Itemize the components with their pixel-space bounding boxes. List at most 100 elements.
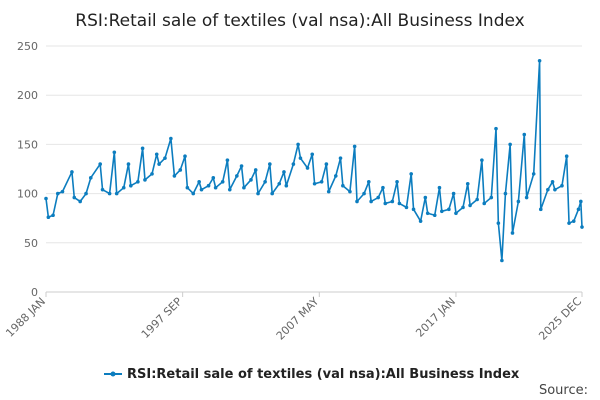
- data-point[interactable]: [480, 158, 484, 162]
- data-point[interactable]: [366, 179, 371, 184]
- data-point[interactable]: [516, 199, 521, 204]
- data-point[interactable]: [404, 205, 409, 210]
- data-point[interactable]: [341, 183, 345, 188]
- data-point[interactable]: [510, 231, 515, 235]
- data-point[interactable]: [114, 191, 119, 196]
- data-point[interactable]: [284, 183, 289, 188]
- data-point[interactable]: [263, 179, 267, 184]
- data-point[interactable]: [423, 195, 428, 200]
- data-point[interactable]: [465, 181, 470, 186]
- data-point[interactable]: [291, 162, 296, 166]
- data-point[interactable]: [256, 191, 260, 196]
- data-point[interactable]: [522, 132, 527, 137]
- data-point[interactable]: [310, 152, 315, 157]
- data-point[interactable]: [185, 185, 190, 190]
- data-point[interactable]: [390, 199, 395, 204]
- data-point[interactable]: [362, 191, 366, 196]
- data-point[interactable]: [376, 195, 381, 200]
- data-point[interactable]: [571, 219, 576, 223]
- data-point[interactable]: [503, 191, 508, 196]
- data-point[interactable]: [163, 156, 167, 160]
- data-point[interactable]: [178, 168, 183, 172]
- legend[interactable]: RSI:Retail sale of textiles (val nsa):Al…: [104, 367, 520, 382]
- data-point[interactable]: [282, 170, 286, 174]
- data-point[interactable]: [55, 191, 60, 196]
- data-point[interactable]: [580, 225, 584, 229]
- data-point[interactable]: [352, 144, 357, 149]
- data-point[interactable]: [494, 126, 498, 131]
- data-point[interactable]: [440, 209, 444, 214]
- data-point[interactable]: [579, 199, 583, 204]
- data-point[interactable]: [206, 183, 211, 188]
- data-point[interactable]: [482, 201, 487, 206]
- data-point[interactable]: [126, 162, 131, 166]
- data-point[interactable]: [338, 156, 343, 160]
- data-point[interactable]: [496, 221, 501, 225]
- data-point[interactable]: [500, 258, 504, 263]
- data-point[interactable]: [78, 199, 82, 204]
- data-point[interactable]: [213, 185, 218, 190]
- data-point[interactable]: [183, 154, 187, 159]
- data-point[interactable]: [546, 187, 550, 192]
- data-point[interactable]: [383, 201, 388, 206]
- data-point[interactable]: [524, 195, 529, 200]
- data-point[interactable]: [157, 162, 161, 166]
- data-point[interactable]: [461, 205, 465, 210]
- data-point[interactable]: [242, 185, 246, 190]
- data-point[interactable]: [475, 197, 479, 202]
- data-point[interactable]: [312, 181, 317, 186]
- data-point[interactable]: [191, 191, 196, 196]
- data-point[interactable]: [140, 146, 145, 151]
- data-point[interactable]: [253, 168, 258, 172]
- data-point[interactable]: [418, 219, 423, 223]
- data-point[interactable]: [143, 178, 147, 182]
- data-point[interactable]: [72, 195, 77, 200]
- data-point[interactable]: [88, 176, 93, 180]
- data-point[interactable]: [451, 191, 456, 196]
- data-point[interactable]: [129, 183, 133, 188]
- data-point[interactable]: [305, 166, 310, 170]
- data-point[interactable]: [537, 58, 542, 63]
- data-point[interactable]: [326, 189, 331, 194]
- data-point[interactable]: [112, 150, 117, 155]
- data-point[interactable]: [538, 207, 543, 212]
- data-point[interactable]: [348, 189, 352, 194]
- data-point[interactable]: [239, 164, 244, 168]
- data-point[interactable]: [172, 174, 177, 178]
- data-point[interactable]: [51, 213, 55, 218]
- data-point[interactable]: [333, 174, 338, 178]
- data-point[interactable]: [197, 179, 201, 184]
- data-point[interactable]: [150, 172, 154, 176]
- data-point[interactable]: [550, 179, 555, 184]
- data-point[interactable]: [225, 158, 230, 162]
- data-point[interactable]: [489, 195, 494, 200]
- data-point[interactable]: [46, 215, 51, 220]
- data-point[interactable]: [454, 211, 458, 216]
- data-point[interactable]: [169, 136, 173, 141]
- data-point[interactable]: [277, 181, 282, 186]
- data-point[interactable]: [553, 187, 557, 192]
- data-point[interactable]: [296, 142, 300, 147]
- data-point[interactable]: [397, 201, 402, 206]
- data-point[interactable]: [268, 162, 272, 166]
- data-point[interactable]: [136, 179, 140, 184]
- data-point[interactable]: [355, 199, 359, 204]
- data-point[interactable]: [564, 154, 569, 159]
- data-point[interactable]: [319, 179, 324, 184]
- data-point[interactable]: [107, 191, 112, 196]
- data-point[interactable]: [531, 172, 536, 176]
- data-point[interactable]: [44, 196, 48, 201]
- data-point[interactable]: [381, 185, 385, 190]
- data-point[interactable]: [121, 185, 126, 190]
- data-point[interactable]: [432, 213, 437, 218]
- data-point[interactable]: [220, 179, 225, 184]
- data-point[interactable]: [447, 207, 451, 212]
- data-point[interactable]: [249, 178, 253, 182]
- data-point[interactable]: [298, 156, 303, 160]
- data-point[interactable]: [154, 152, 159, 157]
- data-point[interactable]: [468, 203, 472, 208]
- data-point[interactable]: [508, 142, 512, 147]
- data-point[interactable]: [227, 187, 232, 192]
- data-point[interactable]: [437, 185, 442, 190]
- data-point[interactable]: [576, 207, 581, 212]
